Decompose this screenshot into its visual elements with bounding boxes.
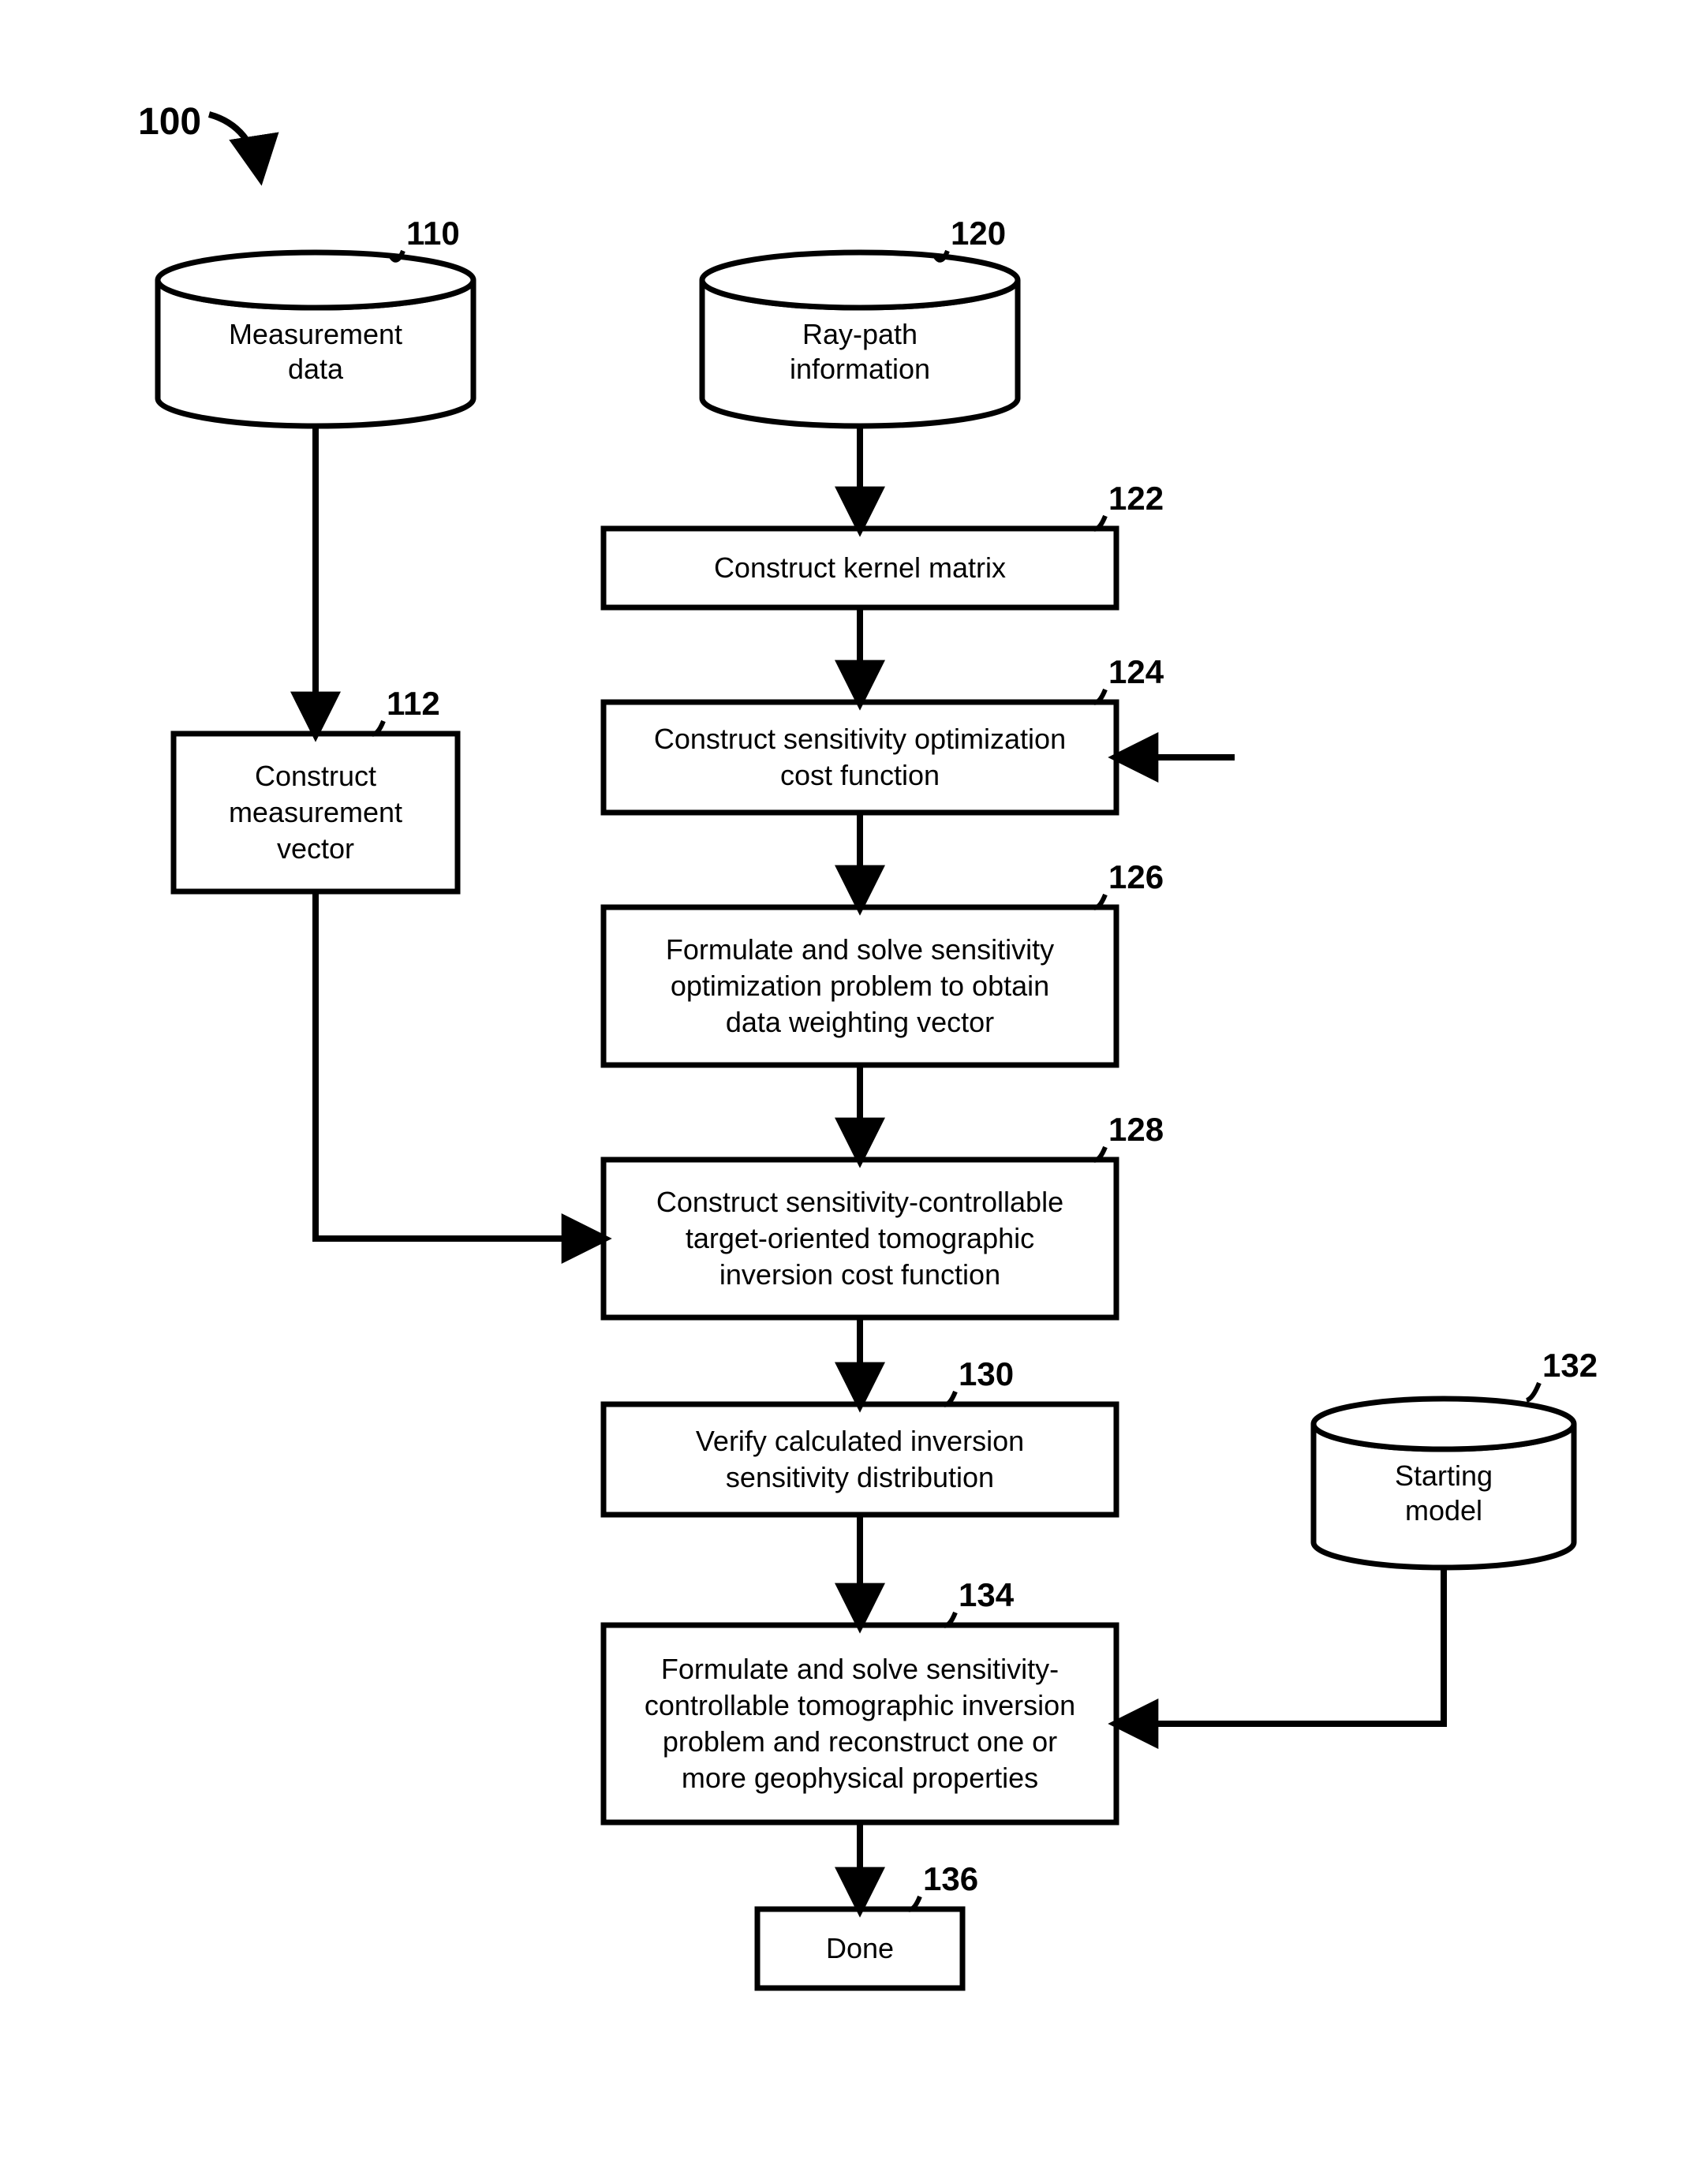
refnum-124: 124 [1093,653,1164,703]
refnum-134: 134 [943,1576,1015,1626]
svg-text:Construct kernel matrix: Construct kernel matrix [714,551,1006,584]
flowchart-canvas: 100 Measurementdata Ray-pathinformation 110… [0,0,1708,2175]
box-130: Verify calculated inversionsensitivity d… [604,1404,1116,1515]
refnum-112: 112 [371,685,440,734]
box-124: Construct sensitivity optimizationcost f… [604,702,1116,813]
cylinder-110: Measurementdata [158,252,473,426]
svg-text:110: 110 [406,215,460,252]
svg-text:Done: Done [826,1932,894,1964]
svg-text:130: 130 [959,1355,1014,1392]
svg-text:134: 134 [959,1576,1015,1613]
cylinder-132: Startingmodel [1314,1399,1574,1568]
svg-text:122: 122 [1108,480,1164,517]
svg-text:132: 132 [1542,1347,1598,1384]
refnum-122: 122 [1093,480,1164,529]
svg-text:124: 124 [1108,653,1164,690]
box-112: Constructmeasurementvector [174,734,458,891]
svg-text:120: 120 [951,215,1006,252]
svg-text:136: 136 [923,1860,978,1897]
figure-number: 100 [138,101,201,143]
cylinder-120: Ray-pathinformation [702,252,1018,426]
box-128: Construct sensitivity-controllabletarget… [604,1160,1116,1317]
refnum-126: 126 [1093,858,1164,908]
refnum-120: 120 [935,215,1006,260]
svg-text:126: 126 [1108,858,1164,895]
refnum-130: 130 [943,1355,1014,1405]
box-126: Formulate and solve sensitivityoptimizat… [604,907,1116,1065]
box-136: Done [757,1909,962,1988]
box-122: Construct kernel matrix [604,529,1116,607]
refnum-132: 132 [1527,1347,1598,1400]
arrow-132-134 [1116,1568,1444,1724]
refnum-110: 110 [391,215,460,260]
refnum-136: 136 [907,1860,978,1910]
refnum-128: 128 [1093,1111,1164,1160]
svg-text:112: 112 [387,685,440,722]
arrow-112-128 [316,891,604,1239]
box-134: Formulate and solve sensitivity-controll… [604,1625,1116,1822]
figure-number-pointer [209,114,260,178]
svg-text:128: 128 [1108,1111,1164,1148]
